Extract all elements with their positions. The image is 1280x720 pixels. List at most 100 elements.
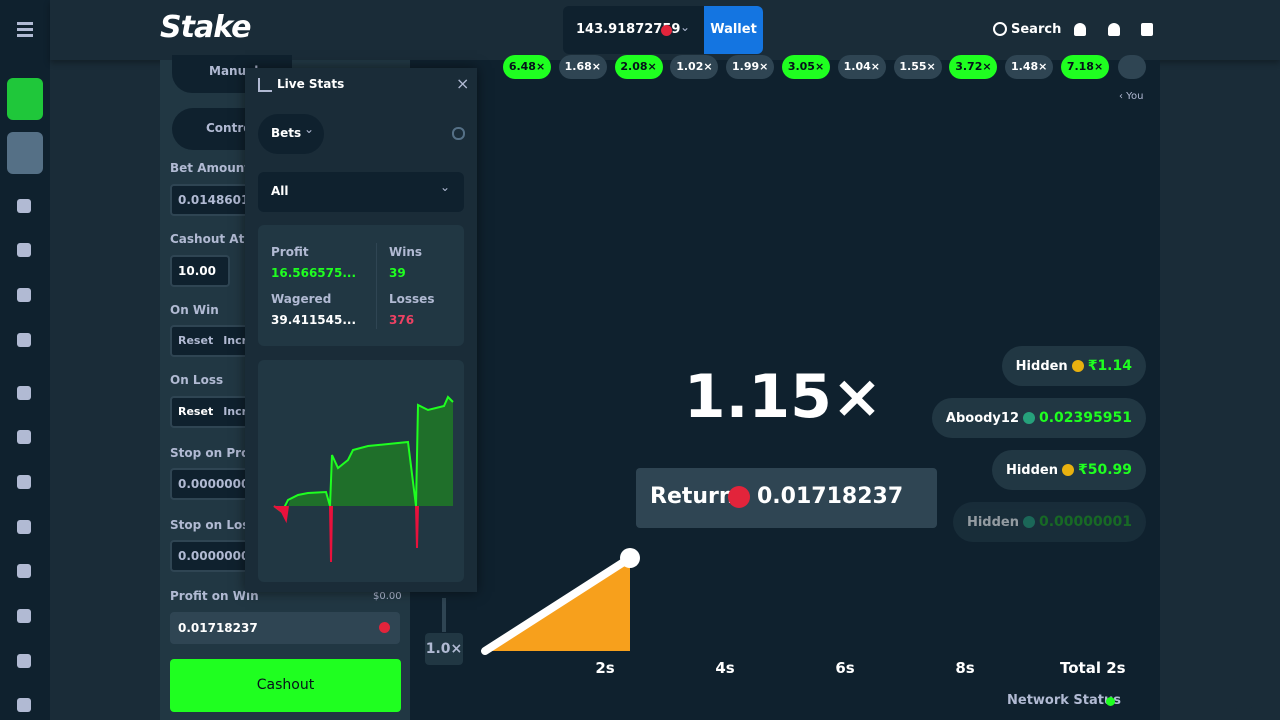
history-button[interactable] (1118, 55, 1146, 79)
search-button[interactable]: Search (1011, 22, 1062, 37)
notifications-icon[interactable] (1108, 23, 1120, 36)
player-bet: Aboody12 0.02395951 (931, 398, 1146, 438)
history-pill[interactable]: 7.18× (1061, 55, 1109, 79)
profit-on-win-usd: $0.00 (373, 591, 402, 602)
player-name: Hidden (1015, 359, 1068, 374)
bets-icon[interactable] (17, 333, 31, 347)
coin-icon (1061, 464, 1074, 476)
wagered-value: 39.411545... (271, 313, 357, 327)
history-pill[interactable]: 1.48× (1005, 55, 1054, 79)
wallet-button[interactable]: Wallet (704, 6, 763, 54)
logo[interactable]: Stake (160, 10, 251, 45)
live-stats-panel: Live Stats × Bets ⌄ All ⌄ Profit 16.5665… (245, 68, 477, 592)
vip-icon[interactable] (17, 654, 31, 668)
y-axis-label: 1.0× (425, 633, 463, 665)
network-status: Network Status (1007, 693, 1121, 708)
losses-value: 376 (389, 313, 415, 327)
bets-label: Bets (271, 126, 302, 140)
balance: 143.91872759 (576, 22, 681, 37)
search-icon[interactable] (993, 22, 1007, 36)
profit-value: 16.566575... (271, 266, 357, 280)
on-win-label: On Win (170, 303, 219, 317)
history-pill[interactable]: 1.04× (837, 55, 886, 79)
bet-amount-label: Bet Amount (170, 161, 251, 175)
network-indicator (1106, 697, 1115, 706)
filter-dropdown[interactable]: All ⌄ (258, 172, 464, 212)
player-amount: 0.02395951 (1039, 410, 1132, 426)
history-pill[interactable]: 6.48× (503, 55, 551, 79)
player-bet: Hidden ₹1.14 (1001, 346, 1146, 386)
hot-icon[interactable] (17, 386, 31, 400)
multiplier: 1.15× (683, 362, 883, 432)
history-pill[interactable]: 1.99× (726, 55, 775, 79)
cashout-at-input[interactable]: 10.00 (170, 255, 230, 287)
profit-on-win-label: Profit on Win (170, 589, 259, 603)
live-icon[interactable] (17, 520, 31, 534)
profit-line (273, 395, 454, 514)
player-amount: ₹50.99 (1077, 462, 1132, 478)
losses-label: Losses (389, 292, 435, 306)
x-tick-label: 6s (835, 659, 855, 677)
coin-icon (1023, 412, 1035, 424)
history-pill[interactable]: 1.55× (893, 55, 942, 79)
balance-box[interactable]: 143.91872759 ⌄ (563, 6, 704, 54)
chat-icon[interactable] (1141, 23, 1153, 36)
return-label: Return (650, 484, 735, 509)
on-loss-reset[interactable]: Reset (178, 405, 214, 418)
on-win-reset[interactable]: Reset (178, 334, 214, 347)
profile-icon[interactable] (1074, 23, 1086, 36)
history-pill[interactable]: 2.08× (614, 55, 663, 79)
history-filter[interactable]: ‹ You (1119, 91, 1144, 102)
stop-profit-label: Stop on Profit (170, 446, 264, 460)
sports-tab[interactable] (7, 132, 43, 174)
favourites-icon[interactable] (17, 199, 31, 213)
x-tick-label: 8s (955, 659, 975, 677)
challenges-icon[interactable] (17, 288, 31, 302)
sidebar (0, 0, 50, 720)
control-tab[interactable]: Control (206, 121, 256, 135)
on-loss-label: On Loss (170, 373, 224, 387)
graph-line (481, 554, 634, 655)
stats-icon (258, 78, 272, 92)
x-tick-label: 2s (595, 659, 615, 677)
menu-button[interactable] (17, 22, 33, 25)
slots-icon[interactable] (17, 475, 31, 489)
bets-dropdown[interactable]: Bets ⌄ (258, 114, 324, 154)
player-amount: 0.00000001 (1039, 514, 1132, 530)
history-pill[interactable]: 1.68× (558, 55, 607, 79)
history-pill[interactable]: 3.72× (949, 55, 998, 79)
profit-label: Profit (271, 245, 309, 259)
support-icon[interactable] (17, 698, 31, 712)
total-time: Total 2s (1060, 659, 1126, 677)
player-bet: Hidden 0.00000001 (952, 502, 1146, 542)
promotions-icon[interactable] (17, 564, 31, 578)
chevron: ⌄ (680, 20, 691, 34)
history-pill[interactable]: 1.02× (670, 55, 719, 79)
casino-tab[interactable] (7, 78, 43, 120)
currency-icon (379, 622, 390, 633)
graph-head (620, 548, 640, 568)
chevron: ⌄ (440, 180, 451, 194)
game-area (410, 60, 1160, 720)
chevron: ⌄ (304, 122, 315, 136)
originals-icon[interactable] (17, 430, 31, 444)
player-name: Hidden (966, 515, 1019, 530)
player-name: Aboody12 (945, 411, 1019, 426)
filter-label: All (271, 184, 289, 198)
refresh-button[interactable] (452, 127, 465, 140)
currency-icon (661, 25, 672, 36)
launch-icon[interactable] (17, 609, 31, 623)
profit-on-win-input: 0.01718237 (170, 612, 400, 644)
recent-icon[interactable] (17, 243, 31, 257)
support-button[interactable] (1226, 676, 1260, 710)
cashout-button[interactable]: Cashout (170, 659, 401, 712)
close-button[interactable]: × (456, 74, 470, 93)
crash-graph (442, 548, 640, 655)
stats-box: Profit 16.566575... Wins 39 Wagered 39.4… (258, 225, 464, 346)
wins-label: Wins (389, 245, 423, 259)
coin-icon (1071, 360, 1084, 372)
player-amount: ₹1.14 (1087, 358, 1132, 374)
history-pill[interactable]: 3.05× (782, 55, 830, 79)
cashout-at-label: Cashout At (170, 232, 245, 246)
